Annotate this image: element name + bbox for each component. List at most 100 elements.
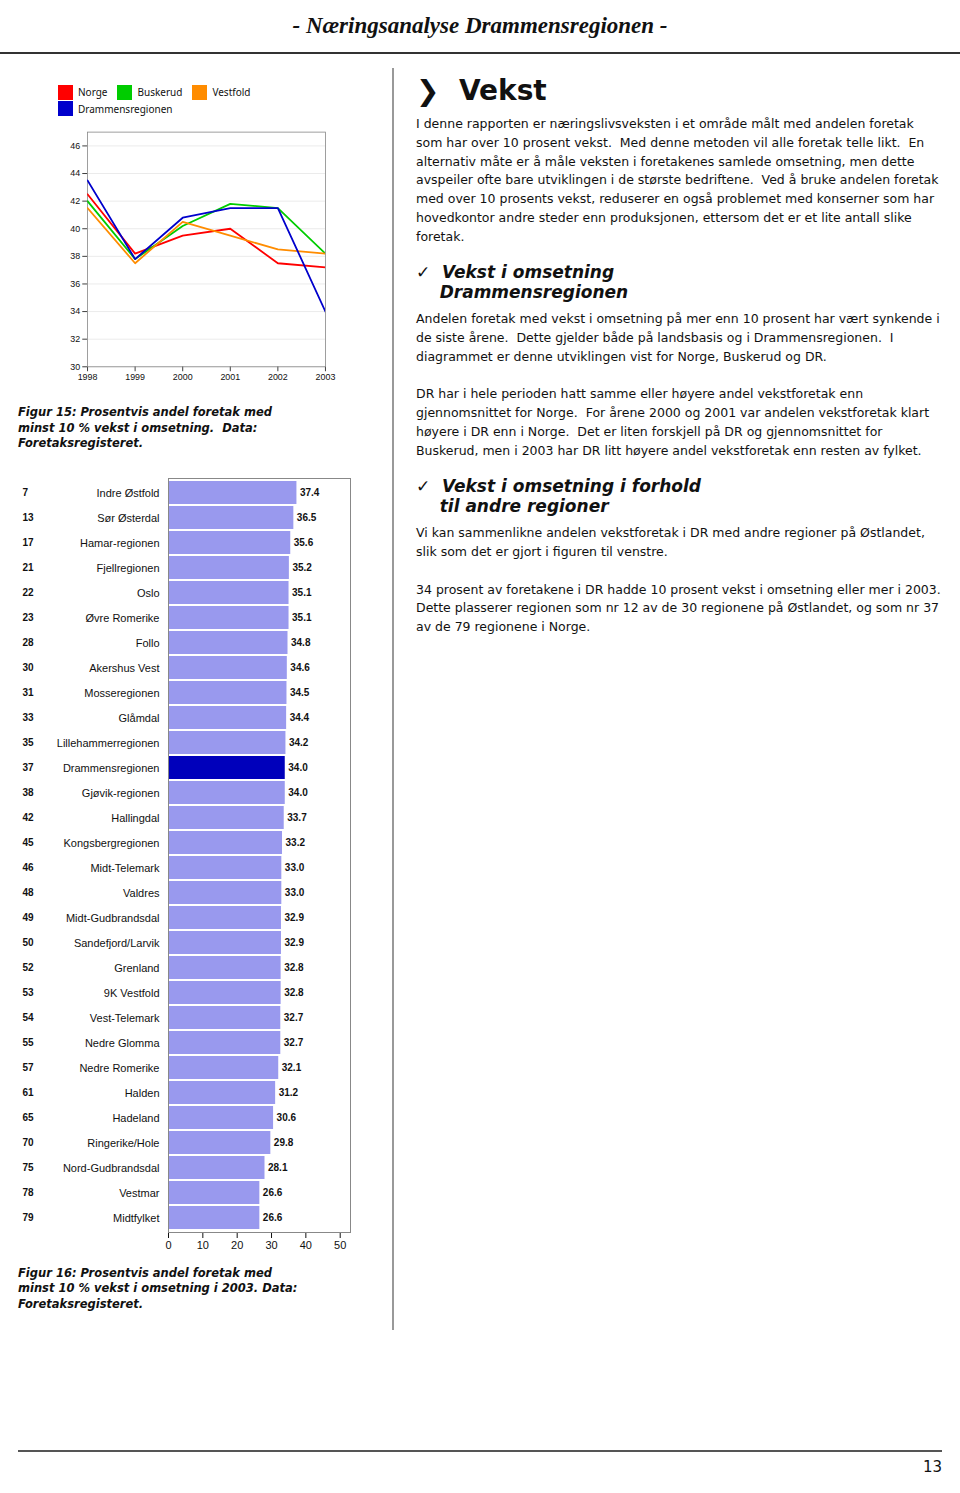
svg-text:Nedre Glomma: Nedre Glomma xyxy=(85,1036,160,1048)
svg-text:42: 42 xyxy=(23,812,35,823)
svg-text:1999: 1999 xyxy=(125,372,145,382)
svg-text:35: 35 xyxy=(23,737,35,748)
svg-text:50: 50 xyxy=(23,937,35,948)
svg-text:2003: 2003 xyxy=(316,372,336,382)
svg-text:Oslo: Oslo xyxy=(137,586,160,598)
svg-text:Mosseregionen: Mosseregionen xyxy=(84,686,159,698)
svg-text:30: 30 xyxy=(70,362,80,372)
svg-text:33.0: 33.0 xyxy=(285,887,305,898)
svg-text:Midt-Gudbrandsdal: Midt-Gudbrandsdal xyxy=(66,911,160,923)
svg-text:65: 65 xyxy=(23,1112,35,1123)
svg-text:9K Vestfold: 9K Vestfold xyxy=(104,986,160,998)
svg-text:22: 22 xyxy=(23,587,35,598)
svg-text:46: 46 xyxy=(23,862,35,873)
svg-text:Vestmar: Vestmar xyxy=(119,1186,160,1198)
svg-text:10: 10 xyxy=(197,1239,209,1251)
svg-text:Midtfylket: Midtfylket xyxy=(113,1211,159,1223)
svg-text:2000: 2000 xyxy=(173,372,193,382)
svg-text:Drammensregionen: Drammensregionen xyxy=(63,761,160,773)
svg-text:1998: 1998 xyxy=(78,372,98,382)
svg-text:54: 54 xyxy=(23,1012,35,1023)
svg-text:26.6: 26.6 xyxy=(263,1212,283,1223)
svg-text:28: 28 xyxy=(23,637,35,648)
svg-text:49: 49 xyxy=(23,912,35,923)
svg-text:79: 79 xyxy=(23,1212,35,1223)
svg-text:20: 20 xyxy=(231,1239,243,1251)
svg-text:Halden: Halden xyxy=(125,1086,160,1098)
svg-text:Midt-Telemark: Midt-Telemark xyxy=(90,861,160,873)
svg-text:38: 38 xyxy=(23,787,35,798)
svg-text:48: 48 xyxy=(23,887,35,898)
svg-text:29.8: 29.8 xyxy=(274,1137,294,1148)
svg-text:34.2: 34.2 xyxy=(289,737,309,748)
svg-text:50: 50 xyxy=(334,1239,346,1251)
svg-text:2002: 2002 xyxy=(268,372,288,382)
svg-text:37: 37 xyxy=(23,762,35,773)
svg-text:32.1: 32.1 xyxy=(282,1062,302,1073)
svg-text:34.6: 34.6 xyxy=(290,662,310,673)
svg-text:32.7: 32.7 xyxy=(284,1012,304,1023)
svg-text:Ringerike/Hole: Ringerike/Hole xyxy=(87,1136,159,1148)
svg-text:42: 42 xyxy=(70,196,80,206)
svg-text:30: 30 xyxy=(265,1239,277,1251)
svg-text:57: 57 xyxy=(23,1062,35,1073)
svg-text:21: 21 xyxy=(23,562,35,573)
svg-text:46: 46 xyxy=(70,141,80,151)
svg-text:30: 30 xyxy=(23,662,35,673)
svg-text:Hallingdal: Hallingdal xyxy=(111,811,159,823)
svg-text:Gjøvik-regionen: Gjøvik-regionen xyxy=(82,786,160,798)
svg-text:Nord-Gudbrandsdal: Nord-Gudbrandsdal xyxy=(63,1161,160,1173)
svg-text:Glåmdal: Glåmdal xyxy=(119,711,160,723)
svg-text:34.0: 34.0 xyxy=(288,787,308,798)
svg-text:53: 53 xyxy=(23,987,35,998)
svg-text:35.1: 35.1 xyxy=(292,587,312,598)
svg-text:44: 44 xyxy=(70,168,80,178)
svg-text:32.8: 32.8 xyxy=(284,987,304,998)
svg-text:32.9: 32.9 xyxy=(284,912,304,923)
svg-text:35.6: 35.6 xyxy=(294,537,314,548)
svg-text:Indre Østfold: Indre Østfold xyxy=(97,486,160,498)
svg-text:Sør Østerdal: Sør Østerdal xyxy=(97,511,159,523)
svg-text:40: 40 xyxy=(70,224,80,234)
svg-text:34.4: 34.4 xyxy=(290,712,310,723)
svg-text:33.7: 33.7 xyxy=(287,812,307,823)
svg-text:36: 36 xyxy=(70,279,80,289)
svg-text:30.6: 30.6 xyxy=(277,1112,297,1123)
svg-text:36.5: 36.5 xyxy=(297,512,317,523)
svg-text:23: 23 xyxy=(23,612,35,623)
svg-text:31.2: 31.2 xyxy=(279,1087,299,1098)
svg-text:Fjellregionen: Fjellregionen xyxy=(97,561,160,573)
svg-text:33.2: 33.2 xyxy=(286,837,306,848)
svg-text:33.0: 33.0 xyxy=(285,862,305,873)
svg-text:70: 70 xyxy=(23,1137,35,1148)
svg-text:35.2: 35.2 xyxy=(292,562,312,573)
svg-text:Øvre Romerike: Øvre Romerike xyxy=(86,611,160,623)
svg-text:Follo: Follo xyxy=(136,636,160,648)
svg-text:Hamar-regionen: Hamar-regionen xyxy=(80,536,159,548)
svg-text:Kongsbergregionen: Kongsbergregionen xyxy=(63,836,159,848)
svg-text:Valdres: Valdres xyxy=(123,886,160,898)
svg-text:2001: 2001 xyxy=(220,372,240,382)
svg-text:35.1: 35.1 xyxy=(292,612,312,623)
svg-text:52: 52 xyxy=(23,962,35,973)
svg-text:26.6: 26.6 xyxy=(263,1187,283,1198)
svg-text:75: 75 xyxy=(23,1162,35,1173)
svg-text:Lillehammerregionen: Lillehammerregionen xyxy=(57,736,160,748)
svg-text:55: 55 xyxy=(23,1037,35,1048)
svg-text:34.5: 34.5 xyxy=(290,687,310,698)
svg-text:34.8: 34.8 xyxy=(291,637,311,648)
svg-text:40: 40 xyxy=(300,1239,312,1251)
svg-text:32: 32 xyxy=(70,334,80,344)
svg-text:17: 17 xyxy=(23,537,35,548)
svg-text:Vest-Telemark: Vest-Telemark xyxy=(90,1011,160,1023)
svg-text:Akershus Vest: Akershus Vest xyxy=(89,661,159,673)
svg-text:38: 38 xyxy=(70,251,80,261)
svg-text:Sandefjord/Larvik: Sandefjord/Larvik xyxy=(74,936,160,948)
svg-text:7: 7 xyxy=(23,487,29,498)
svg-text:13: 13 xyxy=(23,512,35,523)
svg-text:28.1: 28.1 xyxy=(268,1162,288,1173)
svg-text:32.8: 32.8 xyxy=(284,962,304,973)
svg-text:32.9: 32.9 xyxy=(284,937,304,948)
svg-text:Nedre Romerike: Nedre Romerike xyxy=(79,1061,159,1073)
svg-text:33: 33 xyxy=(23,712,35,723)
